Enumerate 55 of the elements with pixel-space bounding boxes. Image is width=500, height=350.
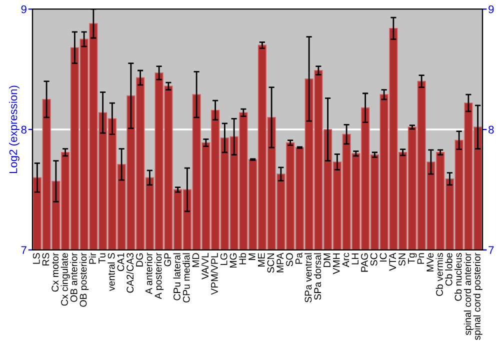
x-tick-label: CPu medial	[182, 253, 190, 302]
x-tick-label: Cb lobe	[445, 253, 452, 286]
x-tick-label: VMH	[333, 253, 340, 274]
y2-tick-label: 8	[488, 126, 494, 134]
x-tick-label: IC	[380, 253, 387, 262]
x-tick-label: DM	[324, 253, 330, 267]
x-tick-label: Pa	[296, 252, 302, 264]
x-tick-label: SO	[286, 253, 293, 266]
x-tick-label: OB posterior	[80, 252, 89, 307]
x-tick-label: CA1	[117, 253, 124, 272]
x-tick-label: Pn	[417, 253, 424, 264]
x-tick-label: CPu lateral	[173, 253, 180, 300]
x-tick-label: Pir	[88, 252, 96, 264]
x-tick-label: Tg	[408, 253, 417, 264]
x-tick-label: A anterior	[145, 252, 152, 294]
x-tick-label: Cx cingulate	[60, 253, 70, 306]
x-tick-label: MVe	[426, 253, 434, 272]
x-tick-label: M	[248, 253, 256, 260]
x-tick-label: Hb	[238, 253, 246, 264]
x-tick-label: DG	[136, 253, 143, 266]
x-tick-label: ventral S	[108, 253, 115, 292]
x-tick-label: Cb nucleus	[454, 253, 462, 301]
x-tick-label: Arc	[342, 252, 350, 268]
x-tick-label: Cb vermis	[436, 253, 443, 296]
x-tick-label: LG	[220, 253, 228, 265]
x-tick-label: VA/VL	[201, 253, 209, 280]
y2-tick-label: 7	[488, 246, 494, 254]
x-tick-label: MG	[230, 253, 237, 268]
y2-tick-label: 9	[488, 5, 494, 14]
y-tick-label: 9	[21, 5, 26, 14]
x-tick-label: MD	[192, 253, 200, 267]
x-tick-label: OB anterior	[70, 252, 78, 302]
x-tick-label: CA2/CA3	[126, 253, 134, 293]
y-tick-label: 7	[21, 246, 26, 254]
x-tick-label: SC	[370, 253, 378, 266]
x-tick-label: Cx motor	[52, 252, 59, 292]
x-tick-label: LH	[352, 253, 358, 264]
x-tick-label: VTA	[389, 252, 396, 271]
x-tick-label: spinal cord anterior	[464, 252, 473, 336]
y-tick-label: 8	[21, 126, 26, 134]
x-tick-label: SN	[398, 253, 406, 266]
x-tick-label: ME	[258, 253, 265, 266]
x-tick-label: SPa dorsal	[314, 253, 322, 300]
x-tick-label: MPA	[276, 252, 284, 272]
x-tick-label: GP	[164, 253, 172, 266]
x-tick-label: A posterior	[154, 252, 164, 300]
x-tick-label: Tu	[98, 253, 106, 264]
x-tick-label: VPM/VPL	[210, 253, 218, 295]
x-tick-label: SPa ventral	[304, 253, 312, 302]
x-tick-label: spinal cord posterior	[473, 252, 482, 340]
x-tick-label: PAG	[361, 253, 368, 272]
y-axis-title: Log2 (expression)	[9, 86, 20, 174]
x-tick-label: LS	[32, 253, 40, 264]
x-tick-label: SCN	[267, 253, 274, 273]
x-tick-label: RS	[42, 253, 50, 266]
